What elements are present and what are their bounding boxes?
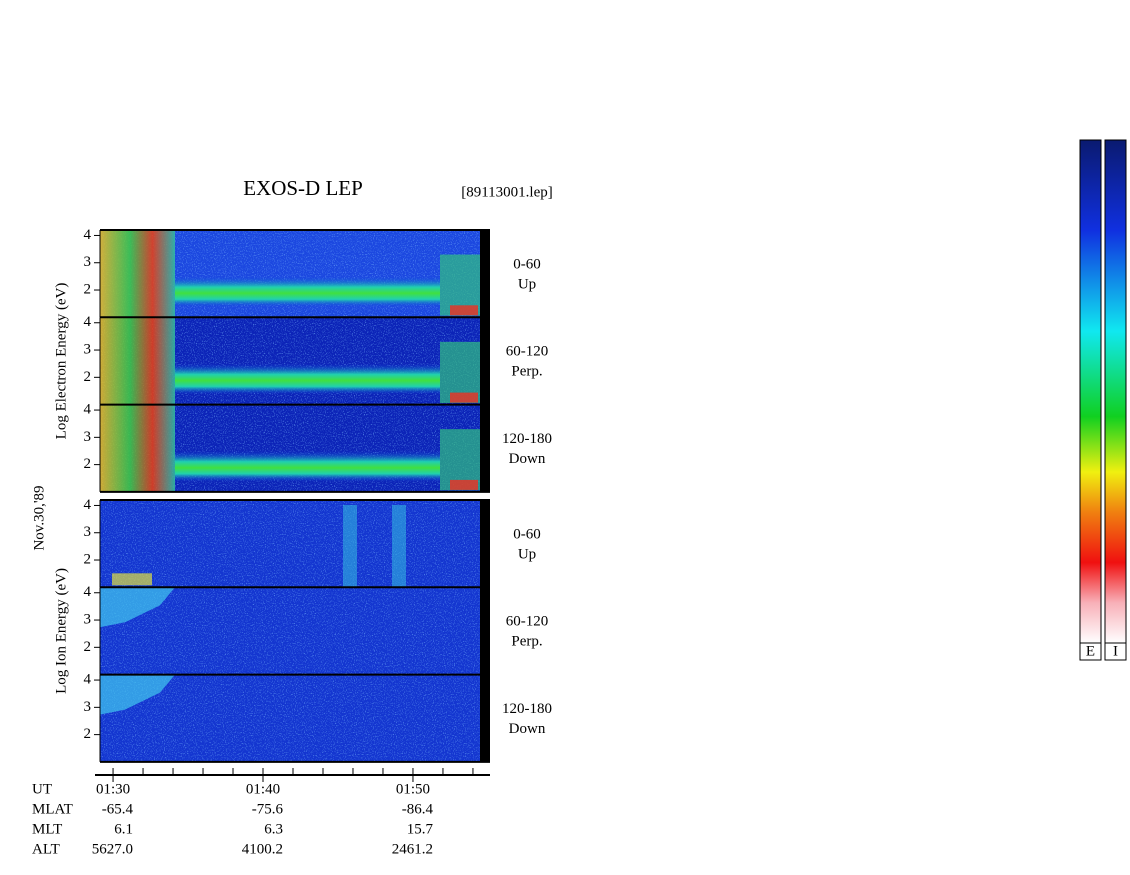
x-tick-label: 01:30 xyxy=(96,781,130,797)
orbit-row-label: MLAT xyxy=(32,801,73,817)
orbit-value: 4100.2 xyxy=(242,841,283,857)
spectrogram-noise xyxy=(100,674,480,762)
chart-title: EXOS-D LEP xyxy=(243,176,363,200)
spectrogram-edge-bar xyxy=(480,230,490,318)
orbit-value: -75.6 xyxy=(252,801,284,817)
y-tick-label: 4 xyxy=(84,401,92,417)
y-tick-label: 4 xyxy=(84,671,92,687)
spectrogram-edge-hot xyxy=(450,479,478,490)
channel-label: 60-120 xyxy=(506,344,549,360)
orbit-value: 6.3 xyxy=(264,821,283,837)
spectrogram-band xyxy=(175,276,440,307)
y-axis-label: Log Electron Energy (eV) xyxy=(53,283,69,440)
channel-label: 120-180 xyxy=(502,431,552,447)
spectrogram-hot xyxy=(100,404,175,492)
spectrogram-edge-bar xyxy=(480,587,490,675)
y-tick-label: 2 xyxy=(84,456,92,472)
spectrogram-patch xyxy=(112,573,152,586)
y-tick-label: 3 xyxy=(84,429,92,445)
x-tick-label: 01:40 xyxy=(246,781,280,797)
colorbar xyxy=(1079,139,1102,644)
y-tick-label: 3 xyxy=(84,254,92,270)
y-tick-label: 2 xyxy=(84,281,92,297)
spectrogram-streak xyxy=(343,505,357,588)
y-tick-label: 4 xyxy=(84,227,92,243)
orbit-row-label: ALT xyxy=(32,841,60,857)
y-tick-label: 2 xyxy=(84,639,92,655)
direction-label: Down xyxy=(509,721,546,737)
y-tick-label: 2 xyxy=(84,551,92,567)
spectrogram-wedge xyxy=(100,674,175,715)
spectrogram-noise xyxy=(100,500,480,588)
y-tick-label: 3 xyxy=(84,699,92,715)
orbit-value: 5627.0 xyxy=(92,841,133,857)
channel-label: 120-180 xyxy=(502,701,552,717)
spectrogram-streak xyxy=(392,505,406,588)
orbit-value: 2461.2 xyxy=(392,841,433,857)
y-axis-label: Log Ion Energy (eV) xyxy=(53,568,69,694)
colorbar-label: I xyxy=(1113,643,1118,659)
spectrogram-edge-bar xyxy=(480,674,490,762)
spectrogram-wedge xyxy=(100,587,175,628)
spectrogram-edge-hot xyxy=(450,392,478,403)
orbit-value: -65.4 xyxy=(102,801,134,817)
channel-label: 0-60 xyxy=(513,526,541,542)
orbit-row-label: MLT xyxy=(32,821,62,837)
x-tick-label: 01:50 xyxy=(396,781,430,797)
spectrogram-edge-hot xyxy=(450,305,478,316)
y-tick-label: 4 xyxy=(84,497,92,513)
direction-label: Perp. xyxy=(511,364,542,380)
direction-label: Down xyxy=(509,451,546,467)
direction-label: Perp. xyxy=(511,634,542,650)
spectrogram-hot xyxy=(100,230,175,318)
channel-label: 0-60 xyxy=(513,256,541,272)
y-tick-label: 3 xyxy=(84,341,92,357)
direction-label: Up xyxy=(518,276,536,292)
colorbar xyxy=(1104,139,1127,644)
orbit-value: 6.1 xyxy=(114,821,133,837)
colorbar-label: E xyxy=(1086,643,1095,659)
spectrogram-hot xyxy=(100,317,175,405)
channel-label: 60-120 xyxy=(506,614,549,630)
y-tick-label: 4 xyxy=(84,584,92,600)
orbit-row-label: UT xyxy=(32,781,52,797)
orbit-value: 15.7 xyxy=(407,821,434,837)
direction-label: Up xyxy=(518,546,536,562)
spectrogram-noise xyxy=(100,587,480,675)
spectrogram-edge-bar xyxy=(480,500,490,588)
y-tick-label: 2 xyxy=(84,369,92,385)
spectrogram-edge-bar xyxy=(480,404,490,492)
y-tick-label: 4 xyxy=(84,314,92,330)
y-tick-label: 2 xyxy=(84,726,92,742)
y-tick-label: 3 xyxy=(84,524,92,540)
spectrogram-band xyxy=(175,363,440,395)
orbit-value: -86.4 xyxy=(402,801,434,817)
y-tick-label: 3 xyxy=(84,611,92,627)
colorbar-label-box xyxy=(1079,642,1102,661)
spectrogram-edge-bar xyxy=(480,317,490,405)
date-label: Nov.30,'89 xyxy=(31,485,47,550)
colorbar-label-box xyxy=(1104,642,1127,661)
spectrogram-band xyxy=(175,450,440,482)
file-name: [89113001.lep] xyxy=(461,184,553,200)
